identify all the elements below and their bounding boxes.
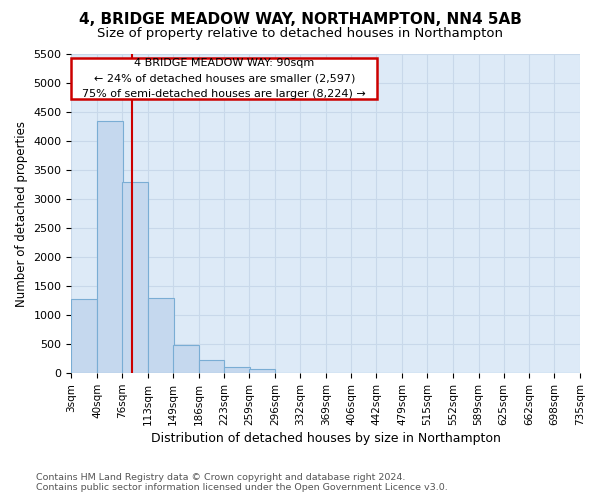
Text: 4, BRIDGE MEADOW WAY, NORTHAMPTON, NN4 5AB: 4, BRIDGE MEADOW WAY, NORTHAMPTON, NN4 5…	[79, 12, 521, 28]
Bar	[199, 360, 224, 373]
Text: 4 BRIDGE MEADOW WAY: 90sqm
← 24% of detached houses are smaller (2,597)
75% of s: 4 BRIDGE MEADOW WAY: 90sqm ← 24% of deta…	[82, 58, 366, 100]
Text: Contains HM Land Registry data © Crown copyright and database right 2024.
Contai: Contains HM Land Registry data © Crown c…	[36, 473, 448, 492]
Bar	[173, 346, 199, 373]
Bar	[249, 369, 275, 373]
Y-axis label: Number of detached properties: Number of detached properties	[15, 120, 28, 306]
Bar	[224, 368, 250, 373]
X-axis label: Distribution of detached houses by size in Northampton: Distribution of detached houses by size …	[151, 432, 500, 445]
Bar	[122, 182, 148, 373]
Bar	[71, 299, 97, 373]
Text: Size of property relative to detached houses in Northampton: Size of property relative to detached ho…	[97, 28, 503, 40]
Bar	[97, 120, 123, 373]
Bar	[71, 58, 377, 100]
Bar	[148, 298, 173, 373]
